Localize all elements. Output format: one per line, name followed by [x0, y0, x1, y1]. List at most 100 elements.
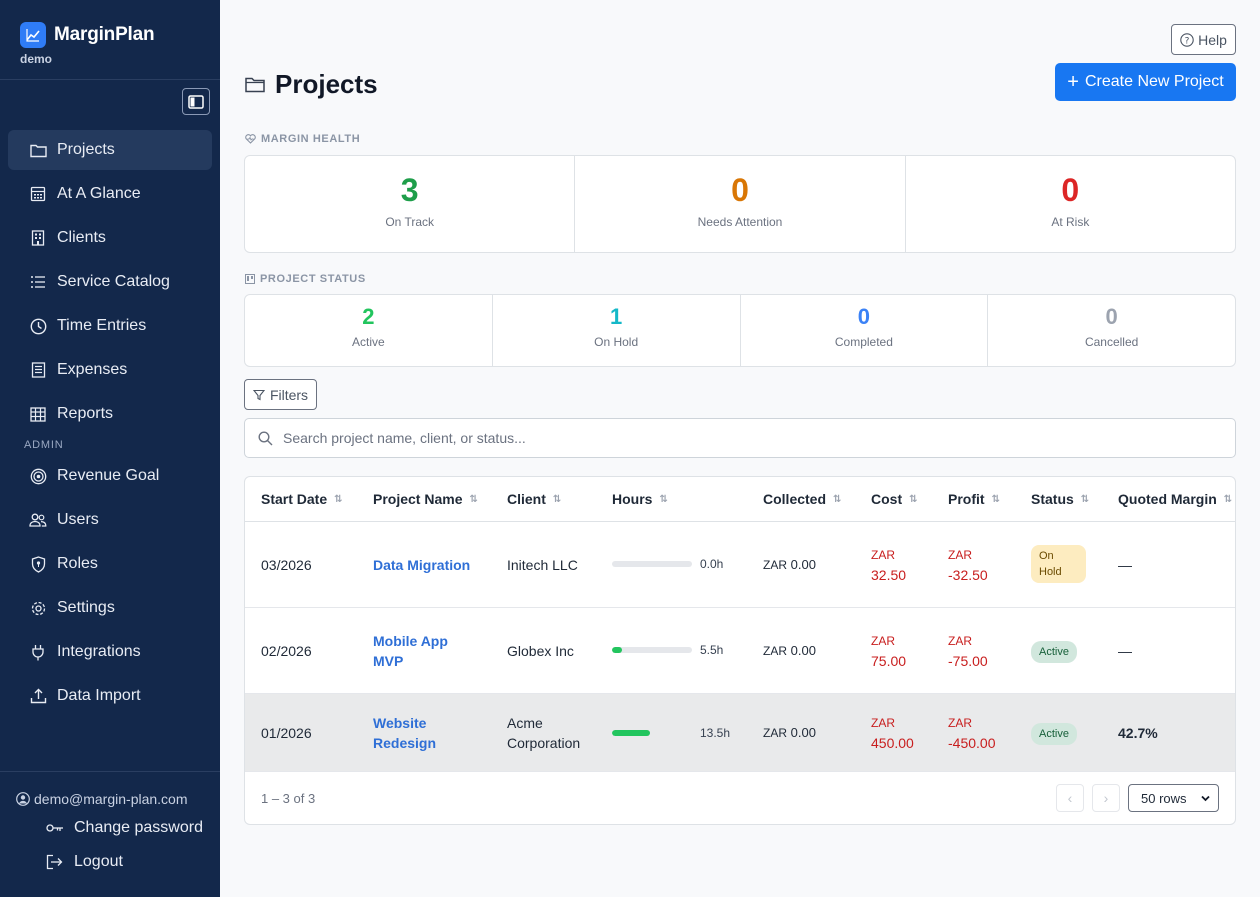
- sidebar-item-at-a-glance[interactable]: At A Glance: [8, 174, 212, 214]
- sort-icon: ⇅: [1080, 493, 1090, 505]
- sidebar-item-reports[interactable]: Reports: [8, 394, 212, 434]
- stat-completed[interactable]: 0 Completed: [741, 295, 989, 366]
- sidebar-item-settings[interactable]: Settings: [8, 588, 212, 628]
- stat-label: At Risk: [1051, 215, 1090, 229]
- sidebar-item-clients[interactable]: Clients: [8, 218, 212, 258]
- project-name-line: Redesign: [373, 735, 437, 751]
- hours-value: 13.5h: [700, 726, 731, 740]
- stat-value: 2: [362, 304, 375, 329]
- hours-progress-bar: [612, 730, 692, 736]
- admin-section-label: ADMIN: [24, 439, 64, 451]
- change-password-link[interactable]: Change password: [46, 819, 203, 837]
- brand[interactable]: MarginPlan: [20, 22, 155, 48]
- hours-value: 5.5h: [700, 643, 724, 657]
- stat-active[interactable]: 2 Active: [245, 295, 493, 366]
- prev-page-button[interactable]: ‹: [1056, 784, 1084, 812]
- table-row[interactable]: 03/2026 Data Migration Initech LLC 0.0h …: [245, 522, 1235, 608]
- column-header-client[interactable]: Client ⇅: [507, 491, 561, 507]
- sidebar-item-integrations[interactable]: Integrations: [8, 632, 212, 672]
- sidebar-toggle-button[interactable]: [182, 88, 210, 115]
- chevron-down-icon: [1200, 792, 1211, 807]
- status-badge: On Hold: [1031, 545, 1086, 583]
- start-date-cell: 02/2026: [261, 643, 312, 659]
- search-input[interactable]: [283, 430, 1183, 446]
- help-button[interactable]: ? Help: [1171, 24, 1236, 55]
- logout-label: Logout: [74, 853, 123, 870]
- hours-progress-bar: [612, 561, 692, 567]
- logout-link[interactable]: Logout: [46, 853, 123, 871]
- project-name-link[interactable]: Data Migration: [373, 557, 471, 573]
- column-header-hours[interactable]: Hours ⇅: [612, 491, 668, 507]
- clock-icon: [29, 317, 47, 335]
- rows-per-page-select[interactable]: 50 rows: [1128, 784, 1219, 812]
- sidebar-item-projects[interactable]: Projects: [8, 130, 212, 170]
- sidebar-item-roles[interactable]: Roles: [8, 544, 212, 584]
- stat-cancelled[interactable]: 0 Cancelled: [988, 295, 1235, 366]
- user-email-text: demo@margin-plan.com: [34, 791, 188, 807]
- client-cell: Globex Inc: [507, 643, 574, 659]
- start-date-cell: 03/2026: [261, 557, 312, 573]
- margin-health-text: MARGIN HEALTH: [261, 133, 361, 145]
- sidebar-item-expenses[interactable]: Expenses: [8, 350, 212, 390]
- column-header-project-name[interactable]: Project Name ⇅: [373, 491, 478, 507]
- column-header-start-date[interactable]: Start Date ⇅: [261, 491, 343, 507]
- currency: ZAR: [948, 634, 972, 648]
- brand-name: MarginPlan: [54, 24, 155, 45]
- column-header-label: Client: [507, 491, 546, 507]
- project-status-text: PROJECT STATUS: [260, 273, 366, 285]
- currency: ZAR: [871, 634, 895, 648]
- amount: -32.50: [948, 567, 988, 583]
- next-page-button[interactable]: ›: [1092, 784, 1120, 812]
- user-email: demo@margin-plan.com: [16, 791, 188, 807]
- column-header-label: Profit: [948, 491, 985, 507]
- table-row[interactable]: 02/2026 Mobile App MVP Globex Inc 5.5h ZA…: [245, 608, 1235, 694]
- quoted-margin-cell: —: [1118, 643, 1132, 659]
- currency: ZAR: [871, 548, 895, 562]
- quoted-margin-cell: —: [1118, 557, 1132, 573]
- sidebar-item-revenue-goal[interactable]: Revenue Goal: [8, 456, 212, 496]
- project-name-link[interactable]: Mobile App MVP: [373, 631, 448, 671]
- hours-progress-bar: [612, 647, 692, 653]
- stat-value: 0: [1061, 172, 1080, 208]
- quoted-margin-cell: 42.7%: [1118, 725, 1158, 741]
- currency: ZAR: [763, 726, 787, 740]
- column-header-quoted-margin[interactable]: Quoted Margin ⇅: [1118, 491, 1232, 507]
- project-name-line: MVP: [373, 653, 404, 669]
- column-header-status[interactable]: Status ⇅: [1031, 491, 1089, 507]
- stat-on-track[interactable]: 3 On Track: [245, 156, 576, 252]
- sidebar-item-service-catalog[interactable]: Service Catalog: [8, 262, 212, 302]
- project-name-link[interactable]: Website Redesign: [373, 713, 436, 753]
- filters-button[interactable]: Filters: [244, 379, 317, 410]
- table-header: Start Date ⇅ Project Name ⇅ Client ⇅ Hours ⇅…: [245, 477, 1235, 522]
- column-header-collected[interactable]: Collected ⇅: [763, 491, 841, 507]
- currency: ZAR: [948, 716, 972, 730]
- page-title: Projects: [245, 69, 378, 100]
- rows-per-page-value: 50 rows: [1141, 790, 1187, 806]
- sidebar: MarginPlan demo Projects At A Glance Cli…: [0, 0, 220, 897]
- stat-at-risk[interactable]: 0 At Risk: [906, 156, 1235, 252]
- folder-icon: [245, 76, 265, 93]
- status-text: Hold: [1039, 566, 1062, 578]
- column-header-cost[interactable]: Cost ⇅: [871, 491, 918, 507]
- column-header-profit[interactable]: Profit ⇅: [948, 491, 1000, 507]
- stat-value: 0: [731, 172, 749, 208]
- sidebar-item-data-import[interactable]: Data Import: [8, 676, 212, 716]
- create-new-project-button[interactable]: + Create New Project: [1055, 63, 1236, 101]
- sort-icon: ⇅: [552, 493, 562, 505]
- profit-cell: ZAR -75.00: [948, 631, 988, 671]
- collected-cell: ZAR 0.00: [763, 723, 816, 743]
- project-status-stats: 2 Active 1 On Hold 0 Completed 0 Cancell…: [244, 294, 1236, 367]
- amount: -75.00: [948, 653, 988, 669]
- sidebar-item-users[interactable]: Users: [8, 500, 212, 540]
- brand-subtitle: demo: [20, 52, 53, 66]
- filters-label: Filters: [269, 386, 309, 403]
- sidebar-item-time-entries[interactable]: Time Entries: [8, 306, 212, 346]
- logout-icon: [46, 854, 64, 870]
- stat-on-hold[interactable]: 1 On Hold: [493, 295, 741, 366]
- shield-icon: [29, 555, 47, 573]
- search-icon: [258, 430, 273, 446]
- column-header-label: Status: [1031, 491, 1074, 507]
- stat-needs-attention[interactable]: 0 Needs Attention: [575, 156, 906, 252]
- stat-value: 0: [857, 304, 870, 329]
- table-row[interactable]: 01/2026 Website Redesign Acme Corporation …: [245, 694, 1235, 772]
